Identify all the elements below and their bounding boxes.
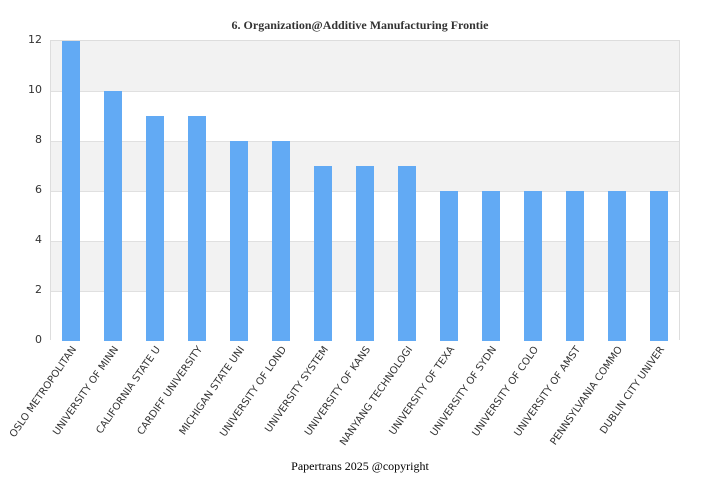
y-tick-label: 8 <box>35 133 42 146</box>
bar <box>356 166 374 341</box>
x-tick-label: UNIVERSITY OF KANS <box>303 344 374 439</box>
bar <box>62 41 80 341</box>
x-tick-label: UNIVERSITY OF SYDN <box>428 344 500 439</box>
plot-area <box>50 40 680 341</box>
bar <box>146 116 164 341</box>
x-tick-label: DUBLIN CITY UNIVER <box>598 344 668 437</box>
grid-band <box>51 41 679 91</box>
bar <box>482 191 500 341</box>
y-tick-label: 12 <box>28 33 42 46</box>
x-tick-label: UNIVERSITY OF AMST <box>512 344 584 439</box>
bar <box>272 141 290 341</box>
gridline <box>51 141 679 142</box>
x-tick-label: UNIVERSITY OF COLO <box>470 344 542 439</box>
y-tick-label: 10 <box>28 83 42 96</box>
x-tick-label: PENNSYLVANIA COMMO <box>548 344 626 448</box>
gridline <box>51 91 679 92</box>
bar <box>188 116 206 341</box>
bar <box>440 191 458 341</box>
x-tick-label: UNIVERSITY OF TEXA <box>387 344 458 438</box>
bar <box>524 191 542 341</box>
bar <box>314 166 332 341</box>
y-tick-label: 2 <box>35 283 42 296</box>
y-tick-label: 4 <box>35 233 42 246</box>
x-tick-label: UNIVERSITY OF LOND <box>218 344 290 440</box>
copyright-footer: Papertrans 2025 @copyright <box>291 459 429 473</box>
bar <box>230 141 248 341</box>
x-tick-label: CALIFORNIA STATE U <box>94 344 164 437</box>
x-tick-label: MICHIGAN STATE UNI <box>177 344 248 438</box>
bar <box>104 91 122 341</box>
x-tick-label: UNIVERSITY OF MINN <box>51 344 122 438</box>
x-tick-label: NANYANG TECHNOLOGI <box>338 344 416 448</box>
y-tick-label: 6 <box>35 183 42 196</box>
chart-title: 6. Organization@Additive Manufacturing F… <box>231 18 489 32</box>
bar <box>608 191 626 341</box>
x-tick-label: UNIVERSITY SYSTEM <box>263 344 332 435</box>
bar <box>566 191 584 341</box>
x-tick-label: CARDIFF UNIVERSITY <box>135 344 206 438</box>
bar <box>398 166 416 341</box>
y-tick-label: 0 <box>35 333 42 346</box>
bar <box>650 191 668 341</box>
